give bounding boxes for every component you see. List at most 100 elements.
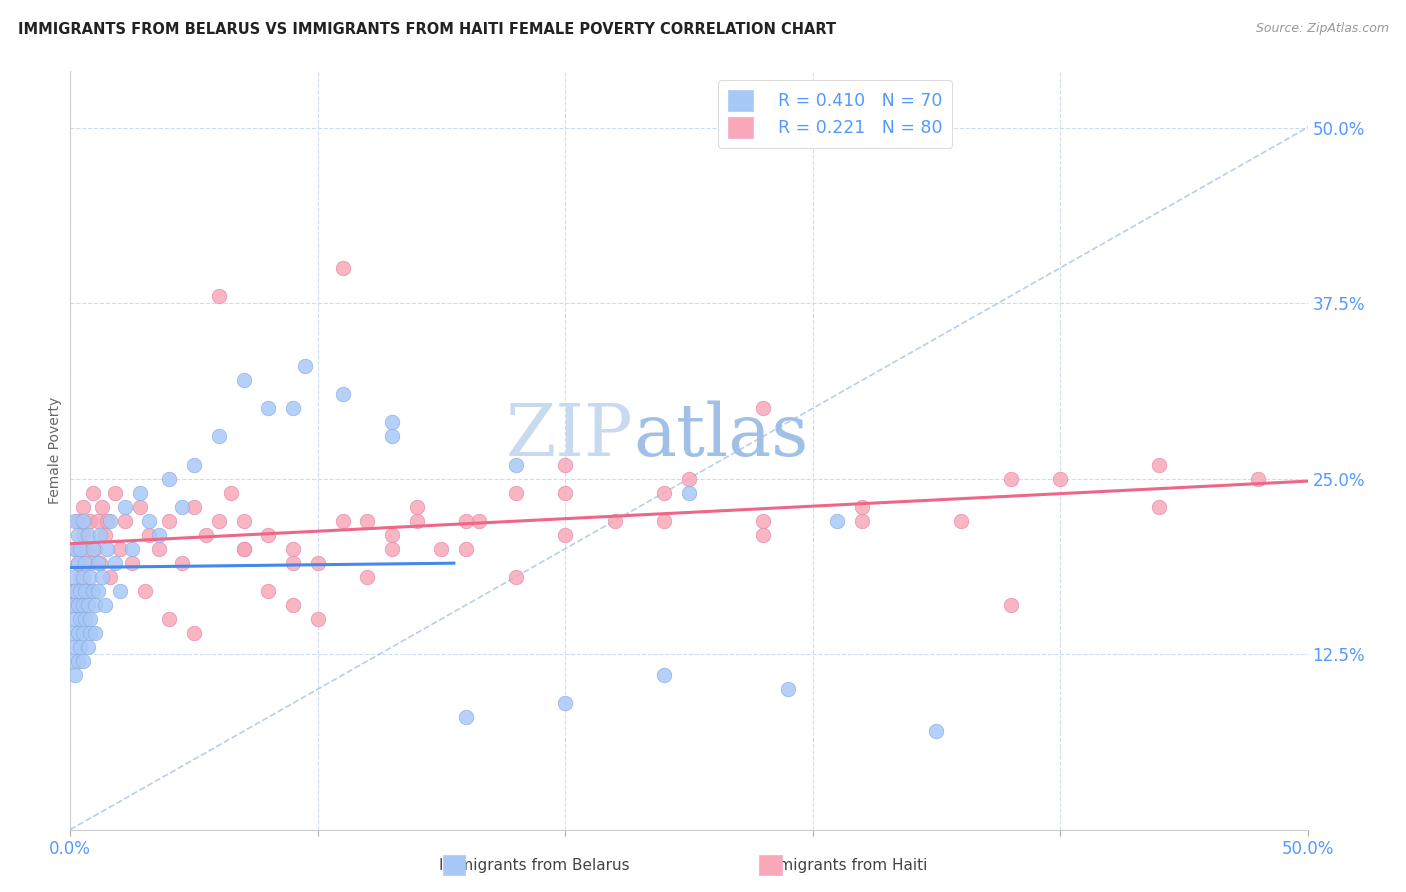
Point (1049, 471, 1071, 485)
Point (72, 626, 94, 640)
Point (128, 500, 150, 514)
Point (405, 514, 427, 528)
Point (121, 541, 143, 556)
Point (66, 556, 89, 570)
Point (98, 570, 121, 584)
Point (86, 514, 108, 528)
Point (121, 556, 143, 570)
Point (104, 485, 127, 500)
Point (294, 359, 316, 374)
Point (62, 654, 84, 668)
Point (208, 289, 231, 303)
Text: Immigrants from Haiti: Immigrants from Haiti (759, 858, 928, 872)
Point (86, 583, 108, 598)
Point (752, 527, 775, 541)
Point (170, 500, 193, 514)
Point (505, 485, 527, 500)
Point (332, 514, 354, 528)
Point (82, 485, 104, 500)
Point (66, 527, 89, 541)
Point (652, 514, 675, 528)
Point (66, 598, 89, 612)
Point (66, 556, 89, 570)
Point (62, 570, 84, 584)
Point (170, 556, 193, 570)
Point (232, 541, 254, 556)
Point (84, 626, 107, 640)
Point (1000, 598, 1022, 612)
Point (678, 471, 700, 485)
Point (554, 527, 576, 541)
Point (65, 598, 87, 612)
Point (62, 626, 84, 640)
Point (381, 527, 404, 541)
Point (950, 514, 973, 528)
Point (94, 598, 117, 612)
Point (232, 514, 254, 528)
Point (62, 598, 84, 612)
Point (281, 556, 304, 570)
Point (138, 514, 160, 528)
Point (257, 527, 280, 541)
Point (157, 514, 180, 528)
Point (75, 612, 97, 626)
Point (76, 640, 98, 654)
Point (65, 541, 87, 556)
Point (307, 612, 329, 626)
Point (108, 541, 131, 556)
Point (554, 696, 576, 710)
Point (405, 500, 427, 514)
Point (72, 527, 94, 541)
Point (114, 514, 136, 528)
Point (752, 514, 775, 528)
Point (66, 626, 89, 640)
Point (104, 556, 127, 570)
Point (678, 485, 700, 500)
Point (356, 514, 378, 528)
Point (430, 541, 453, 556)
Point (65, 612, 87, 626)
Point (219, 485, 242, 500)
Point (76, 583, 98, 598)
Point (91, 500, 114, 514)
Point (91, 570, 114, 584)
Point (148, 527, 170, 541)
Point (183, 626, 205, 640)
Point (752, 401, 775, 416)
Point (65, 640, 87, 654)
Text: IMMIGRANTS FROM BELARUS VS IMMIGRANTS FROM HAITI FEMALE POVERTY CORRELATION CHAR: IMMIGRANTS FROM BELARUS VS IMMIGRANTS FR… (18, 22, 837, 37)
Point (467, 514, 489, 528)
Point (851, 514, 873, 528)
Point (69, 570, 91, 584)
Point (456, 710, 478, 724)
Point (281, 401, 304, 416)
Point (65, 541, 87, 556)
Point (603, 514, 626, 528)
Point (108, 583, 131, 598)
Point (94, 527, 117, 541)
Point (86, 556, 108, 570)
Point (79, 626, 101, 640)
Point (96, 541, 118, 556)
Text: atlas: atlas (633, 400, 808, 471)
Point (208, 429, 231, 443)
Point (195, 527, 218, 541)
Point (69, 541, 91, 556)
Text: Immigrants from Belarus: Immigrants from Belarus (439, 858, 630, 872)
Point (65, 668, 87, 682)
Point (208, 514, 231, 528)
Point (232, 373, 254, 387)
Point (138, 527, 160, 541)
Point (554, 458, 576, 472)
Point (257, 583, 280, 598)
Point (652, 485, 675, 500)
Point (76, 527, 98, 541)
Point (381, 416, 404, 430)
Point (72, 514, 94, 528)
Point (75, 541, 97, 556)
Point (72, 654, 94, 668)
Point (79, 556, 101, 570)
Point (183, 500, 205, 514)
Point (72, 598, 94, 612)
Point (456, 514, 478, 528)
